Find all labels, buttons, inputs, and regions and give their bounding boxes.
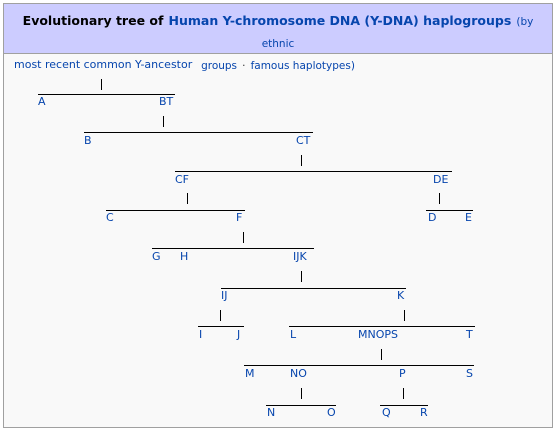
branch-MNOPS bbox=[244, 365, 474, 366]
branch-CT bbox=[175, 171, 452, 172]
title-link[interactable]: Human Y-chromosome DNA (Y-DNA) haplogrou… bbox=[168, 13, 512, 28]
branch-CF bbox=[106, 210, 245, 211]
node-L[interactable]: L bbox=[290, 328, 297, 341]
node-F[interactable]: F bbox=[236, 211, 243, 224]
connector-IJ bbox=[220, 310, 221, 321]
node-CF[interactable]: CF bbox=[175, 173, 190, 186]
node-B[interactable]: B bbox=[84, 134, 92, 147]
connector-IJK bbox=[301, 271, 302, 282]
node-O[interactable]: O bbox=[327, 406, 336, 419]
title-separator: · bbox=[242, 60, 246, 72]
node-J[interactable]: J bbox=[237, 328, 241, 341]
title-bar: Evolutionary tree of Human Y-chromosome … bbox=[4, 4, 552, 72]
node-R[interactable]: R bbox=[420, 406, 428, 419]
node-T[interactable]: T bbox=[466, 328, 473, 341]
branch-IJK bbox=[221, 288, 406, 289]
node-MNOPS[interactable]: MNOPS bbox=[358, 328, 398, 341]
node-IJ[interactable]: IJ bbox=[221, 289, 228, 302]
branch-IJ bbox=[198, 326, 244, 327]
connector-DE bbox=[439, 193, 440, 204]
node-C[interactable]: C bbox=[106, 211, 114, 224]
node-Q[interactable]: Q bbox=[382, 406, 391, 419]
node-BT[interactable]: BT bbox=[159, 95, 174, 108]
branch-P bbox=[380, 405, 428, 406]
node-DE[interactable]: DE bbox=[433, 173, 449, 186]
connector-MNOPS bbox=[381, 349, 382, 360]
branch-root bbox=[38, 94, 175, 95]
connector-F bbox=[243, 232, 244, 243]
connector-root bbox=[101, 79, 102, 90]
node-G[interactable]: G bbox=[152, 250, 161, 263]
connector-CT bbox=[301, 155, 302, 166]
node-P[interactable]: P bbox=[399, 367, 406, 380]
node-E[interactable]: E bbox=[465, 211, 472, 224]
infobox-frame: Evolutionary tree of Human Y-chromosome … bbox=[3, 3, 553, 428]
branch-F bbox=[152, 248, 314, 249]
branch-NO bbox=[266, 405, 336, 406]
node-S[interactable]: S bbox=[466, 367, 473, 380]
connector-K bbox=[404, 310, 405, 321]
node-H[interactable]: H bbox=[180, 250, 189, 263]
node-K[interactable]: K bbox=[397, 289, 405, 302]
root-label[interactable]: most recent common Y-ancestor bbox=[14, 58, 193, 71]
connector-NO bbox=[301, 388, 302, 399]
node-I[interactable]: I bbox=[199, 328, 203, 341]
connector-CF bbox=[187, 193, 188, 204]
connector-BT bbox=[163, 116, 164, 127]
title-note-ethnic[interactable]: (by ethnic bbox=[261, 16, 534, 50]
title-note-haplotypes[interactable]: famous haplotypes) bbox=[250, 60, 355, 72]
node-A[interactable]: A bbox=[38, 95, 46, 108]
branch-K bbox=[289, 326, 475, 327]
title-prefix: Evolutionary tree of bbox=[22, 13, 164, 28]
title-note-groups[interactable]: groups bbox=[201, 60, 238, 72]
connector-P bbox=[403, 388, 404, 399]
node-D[interactable]: D bbox=[428, 211, 437, 224]
branch-BT bbox=[84, 132, 313, 133]
node-CT[interactable]: CT bbox=[296, 134, 311, 147]
node-IJK[interactable]: IJK bbox=[293, 250, 307, 263]
node-N[interactable]: N bbox=[267, 406, 276, 419]
node-M[interactable]: M bbox=[245, 367, 255, 380]
branch-DE bbox=[426, 210, 473, 211]
node-NO[interactable]: NO bbox=[290, 367, 307, 380]
